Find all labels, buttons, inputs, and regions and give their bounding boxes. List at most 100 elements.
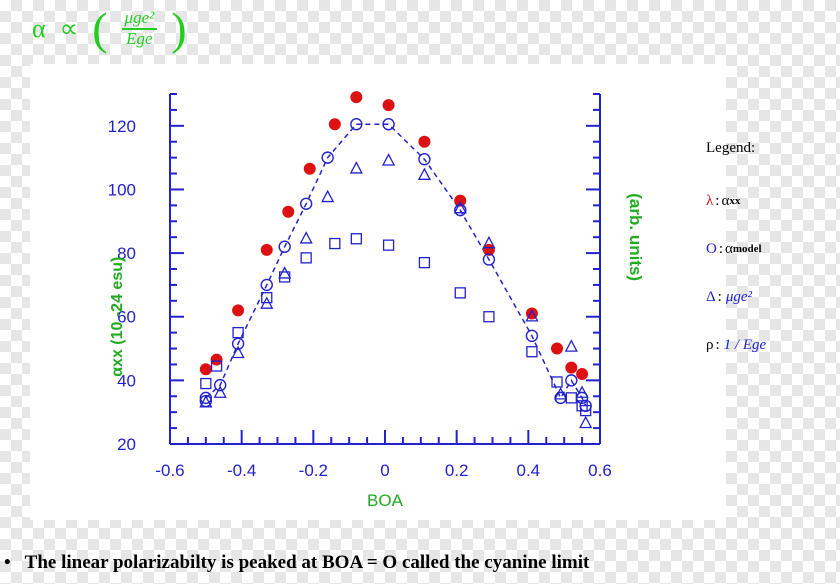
x-tick-label: -0.4 <box>227 461 256 480</box>
legend-key-lambda: λ <box>706 192 714 209</box>
model-dashed-line <box>205 123 587 407</box>
point-alpha-xx <box>303 162 316 175</box>
point-alpha-xx <box>210 353 223 366</box>
y-axis-label-right: (arb. units) <box>626 193 645 281</box>
point-inverse-e <box>551 376 563 388</box>
x-tick-label: 0.2 <box>445 461 469 480</box>
y-tick-label: 60 <box>117 308 136 327</box>
legend-label: μge² <box>725 288 753 305</box>
point-inverse-e <box>300 252 312 264</box>
point-inverse-e <box>483 311 495 323</box>
formula-numerator: μge² <box>121 9 158 30</box>
point-mu-squared <box>417 167 431 180</box>
legend-sub: model <box>732 243 762 255</box>
scatter-chart: 20 40 60 80 100 120 -0.6 -0.4 -0.2 0 0.2 0.4 0.6 BOA α… <box>108 91 645 510</box>
formula-alpha: α <box>32 14 46 43</box>
formula-fraction: μge² Ege <box>121 9 158 48</box>
point-mu-squared <box>575 385 589 398</box>
point-mu-squared <box>482 235 496 249</box>
point-alpha-xx <box>260 243 273 256</box>
y-tick-label: 120 <box>108 117 136 136</box>
legend-item-mu: Δ: μge² <box>706 288 753 305</box>
x-tick-label: -0.6 <box>155 461 184 480</box>
formula-paren-right: ) <box>171 3 187 54</box>
chart-panel: 20 40 60 80 100 120 -0.6 -0.4 -0.2 0 0.2 0.4 0.6 BOA α… <box>30 64 726 520</box>
point-alpha-model <box>382 118 395 131</box>
bullet-icon: • <box>4 552 11 573</box>
point-alpha-model <box>454 203 467 217</box>
legend-label: α <box>721 192 730 209</box>
legend-label: 1 / Ege <box>723 336 767 353</box>
point-inverse-e <box>210 360 223 372</box>
point-mu-squared <box>321 189 335 203</box>
formula-header: α ∝ ( μge² Ege ) <box>32 6 187 52</box>
point-mu-squared <box>564 339 578 352</box>
point-alpha-xx <box>328 118 341 131</box>
footer-text: The linear polarizabilty is peaked at BO… <box>24 552 590 573</box>
formula-paren-left: ( <box>92 3 108 54</box>
point-alpha-xx <box>382 99 395 112</box>
point-alpha-model <box>321 151 334 164</box>
point-mu-squared <box>382 153 396 166</box>
footer-caption: • The linear polarizabilty is peaked at B… <box>0 552 840 584</box>
legend-label: α <box>725 240 733 257</box>
y-tick-label: 80 <box>117 244 136 263</box>
x-tick-label: -0.2 <box>299 461 328 480</box>
y-tick-label: 100 <box>108 180 136 199</box>
x-tick-label: 0.4 <box>517 461 541 480</box>
legend-key-circle: O <box>706 240 717 257</box>
point-inverse-e <box>200 377 212 390</box>
point-alpha-model <box>482 253 496 266</box>
point-alpha-model <box>350 118 363 131</box>
point-mu-squared <box>278 266 292 279</box>
point-mu-squared <box>299 231 313 244</box>
point-mu-squared <box>199 394 213 408</box>
point-inverse-e <box>261 291 273 304</box>
point-inverse-e <box>329 237 341 250</box>
point-inverse-e <box>526 346 538 358</box>
x-axis-label: BOA <box>367 491 404 510</box>
formula-proportional: ∝ <box>59 14 79 43</box>
legend: Legend: λ: α xx O: α model Δ: μge² ρ: 1 / … <box>706 140 836 369</box>
point-inverse-e <box>418 256 431 269</box>
x-tick-label: 0 <box>380 461 389 480</box>
point-mu-squared <box>453 200 467 214</box>
point-alpha-model <box>199 391 213 405</box>
point-mu-squared <box>554 387 568 400</box>
point-inverse-e <box>580 404 592 417</box>
point-mu-squared <box>579 415 593 429</box>
y-axis-label-left: αxx (10 -24 esu) <box>109 257 126 377</box>
point-alpha-model <box>418 153 431 166</box>
point-mu-squared <box>231 345 245 359</box>
point-inverse-e <box>454 287 466 299</box>
point-alpha-model <box>299 197 313 210</box>
point-alpha-xx <box>282 205 295 218</box>
formula-denominator: Ege <box>126 29 153 48</box>
point-alpha-xx <box>199 363 212 376</box>
point-alpha-xx <box>454 194 467 207</box>
legend-item-alpha-model: O: α model <box>706 240 762 257</box>
point-inverse-e <box>279 271 291 283</box>
point-inverse-e <box>565 392 577 404</box>
point-alpha-model <box>260 278 273 292</box>
legend-title: Legend: <box>706 140 756 156</box>
point-inverse-e <box>350 233 362 245</box>
point-alpha-xx <box>418 135 431 148</box>
y-tick-label: 40 <box>117 371 136 390</box>
point-inverse-e <box>232 326 244 339</box>
point-alpha-model <box>278 240 291 253</box>
point-alpha-xx <box>551 342 563 355</box>
point-alpha-model <box>525 329 539 343</box>
point-alpha-xx <box>565 361 578 374</box>
point-alpha-xx <box>350 91 363 104</box>
point-inverse-e <box>382 239 395 251</box>
point-alpha-model <box>565 374 578 387</box>
y-tick-label: 20 <box>117 435 136 454</box>
legend-key-triangle: Δ <box>706 288 716 305</box>
point-alpha-xx <box>482 243 495 256</box>
legend-key-rho: ρ <box>706 336 714 353</box>
legend-item-alpha-xx: λ: α xx <box>706 192 741 209</box>
point-alpha-model <box>213 378 227 392</box>
point-alpha-model <box>554 391 567 405</box>
point-mu-squared <box>525 309 539 322</box>
